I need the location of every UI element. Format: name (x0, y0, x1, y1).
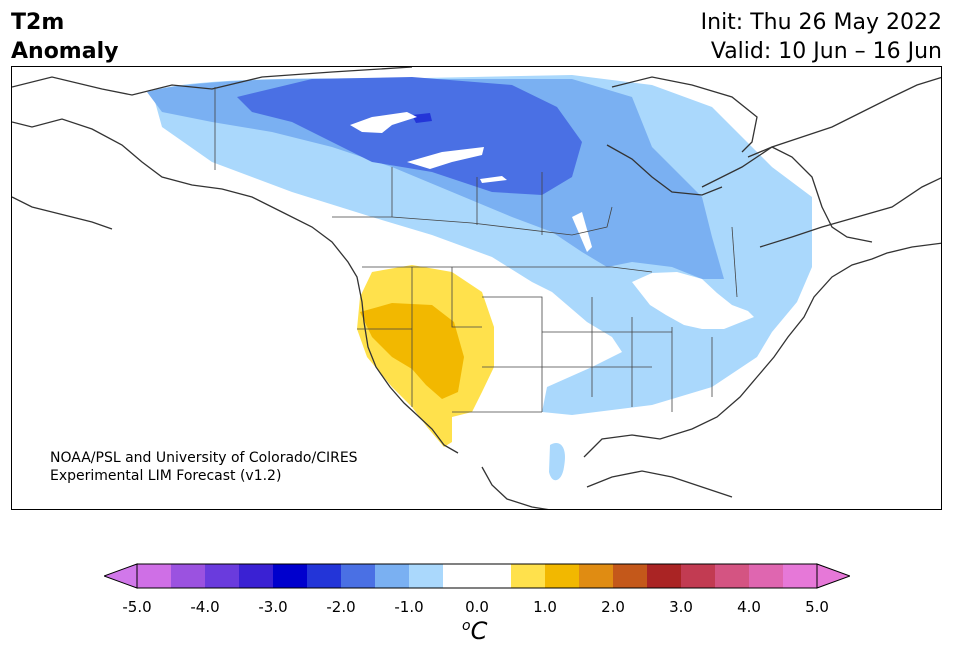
colorbar-tick-label: 3.0 (669, 598, 693, 616)
borders (214, 87, 738, 413)
map-title: T2m Anomaly (11, 8, 118, 66)
anomaly-map: NOAA/PSL and University of Colorado/CIRE… (11, 66, 942, 510)
lake-water-1 (407, 147, 484, 169)
anomaly-label: Anomaly (11, 39, 119, 64)
colorbar-tick-label: 4.0 (737, 598, 761, 616)
colorbar-segment (273, 564, 308, 588)
colorbar-segment (783, 564, 818, 588)
colorbar-segment (681, 564, 716, 588)
colorbar-segment (715, 564, 750, 588)
colorbar-tick-label: -2.0 (326, 598, 356, 616)
colorbar-segment (307, 564, 342, 588)
colorbar-segments (137, 564, 818, 588)
map-canvas (12, 67, 941, 509)
colorbar-segment (205, 564, 240, 588)
colorbar (104, 563, 850, 589)
colorbar-segment (545, 564, 580, 588)
colorbar-tick-label: -5.0 (122, 598, 152, 616)
colorbar-tick-label: -1.0 (394, 598, 424, 616)
colorbar-tick-label: 1.0 (533, 598, 557, 616)
lake-water-3 (572, 212, 592, 252)
colorbar-ticks: -5.0 -4.0 -3.0 -2.0 -1.0 0.0 1.0 2.0 3.0 4.0 5.0 (0, 598, 953, 618)
colorbar-tick-label: 0.0 (465, 598, 489, 616)
colorbar-segment (579, 564, 614, 588)
colorbar-segment (477, 564, 512, 588)
init-date: Init: Thu 26 May 2022 (700, 10, 942, 35)
unit-base: C (470, 617, 488, 645)
lake-water-2 (480, 176, 507, 183)
colorbar-frame (136, 563, 818, 589)
cold-anomaly-strong-region (237, 77, 582, 195)
colorbar-segment (341, 564, 376, 588)
variable-label: T2m (11, 10, 65, 35)
colorbar-segment (239, 564, 274, 588)
credit-text: NOAA/PSL and University of Colorado/CIRE… (50, 449, 358, 485)
colorbar-segment (409, 564, 444, 588)
colorbar-tick-label: -3.0 (258, 598, 288, 616)
colorbar-segment (511, 564, 546, 588)
great-lakes-water (632, 272, 754, 329)
colorbar-segment (613, 564, 648, 588)
colorbar-segment (137, 564, 172, 588)
colorbar-segment (749, 564, 784, 588)
colorbar-under-arrow (104, 563, 138, 589)
cold-anomaly-gulf-patch (549, 443, 566, 481)
valid-range: Valid: 10 Jun – 16 Jun (710, 39, 942, 64)
colorbar-tick-label: 2.0 (601, 598, 625, 616)
colorbar-segment (375, 564, 410, 588)
coastlines (12, 67, 941, 509)
colorbar-segment (647, 564, 682, 588)
credit-line-2: Experimental LIM Forecast (v1.2) (50, 468, 282, 484)
hudson-bay-water (350, 112, 417, 133)
colorbar-tick-label: -4.0 (190, 598, 220, 616)
unit-degree: o (462, 618, 471, 634)
credit-line-1: NOAA/PSL and University of Colorado/CIRE… (50, 450, 358, 466)
colorbar-over-arrow (816, 563, 850, 589)
colorbar-segment (443, 564, 478, 588)
cold-anomaly-core-region (412, 113, 432, 123)
colorbar-tick-label: 5.0 (805, 598, 829, 616)
colorbar-segment (171, 564, 206, 588)
unit-label: oC (462, 617, 487, 645)
forecast-dates: Init: Thu 26 May 2022 Valid: 10 Jun – 16… (701, 8, 942, 66)
